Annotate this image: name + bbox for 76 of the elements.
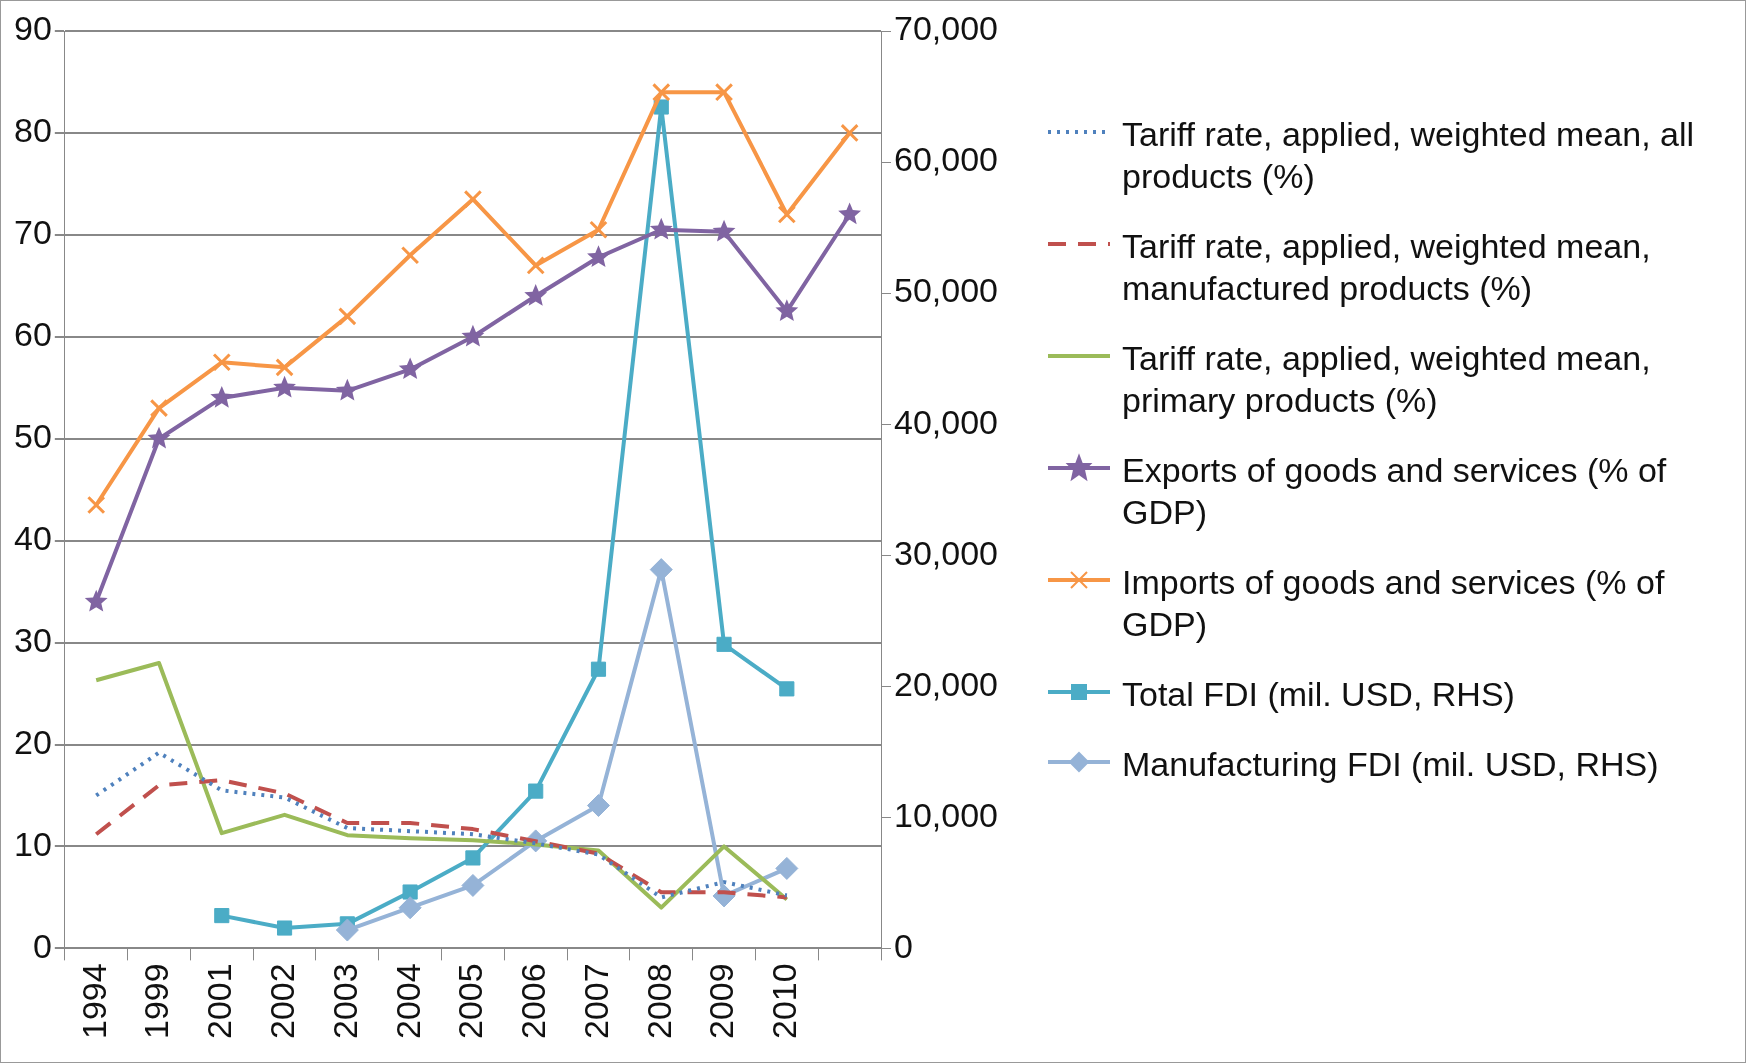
point (212, 352, 232, 372)
point (777, 205, 797, 224)
x-tick-label: 2009 (702, 963, 741, 1039)
point (712, 219, 736, 242)
y-tick-label: 90 (13, 9, 52, 48)
legend-label: Exports of goods and services (% of GDP) (1122, 450, 1668, 533)
point (398, 357, 422, 380)
x-tick-label: 2006 (514, 963, 553, 1039)
point (465, 850, 481, 866)
point (649, 558, 673, 582)
legend-label: Total FDI (mil. USD, RHS) (1122, 674, 1515, 715)
y-tick-label: 40 (13, 519, 52, 558)
y2-tick-label: 40,000 (894, 402, 999, 441)
point (147, 426, 171, 449)
y-tick-label: 30 (13, 620, 52, 659)
legend-label: Manufacturing FDI (mil. USD, RHS) (1122, 744, 1659, 785)
point (649, 217, 673, 240)
y2-tick-label: 30,000 (894, 533, 999, 572)
point (528, 783, 544, 799)
point (526, 256, 545, 275)
point (651, 82, 671, 102)
y-tick-label: 10 (13, 824, 52, 863)
legend-label: Imports of goods and services (% of GDP) (1122, 562, 1666, 645)
point (463, 189, 483, 209)
point (86, 495, 106, 515)
y-tick-label: 80 (13, 111, 52, 150)
point (338, 307, 357, 326)
x-tick-label: 2010 (765, 963, 804, 1039)
x-tick-label: 1999 (137, 963, 176, 1039)
point (589, 220, 608, 240)
x-tick-label: 2007 (576, 963, 615, 1039)
y-tick-label: 20 (13, 722, 52, 761)
y-tick-label: 70 (13, 213, 52, 252)
x-tick-label: 2008 (639, 963, 678, 1039)
point (398, 896, 422, 920)
point (214, 908, 230, 924)
y2-tick-label: 20,000 (894, 664, 999, 703)
point (586, 794, 610, 818)
point (400, 245, 420, 265)
y-tick-label: 0 (32, 926, 52, 965)
point (714, 82, 734, 102)
point (276, 920, 293, 936)
legend-label: Tariff rate, applied, weighted mean, manufactured products (%) (1122, 226, 1652, 309)
point (275, 358, 294, 377)
y2-tick-label: 10,000 (894, 795, 999, 834)
point (590, 661, 607, 677)
point (84, 589, 108, 612)
x-tick-label: 2003 (325, 963, 364, 1039)
y-tick-label: 60 (13, 315, 52, 354)
legend-label: Tariff rate, applied, weighted mean, all products (%) (1122, 114, 1696, 197)
x-tick-label: 2005 (451, 963, 490, 1039)
point (461, 873, 485, 897)
point (840, 123, 859, 143)
x-tick-label: 2001 (200, 963, 239, 1039)
point (402, 884, 418, 900)
point (461, 324, 485, 347)
point (779, 681, 795, 697)
point (335, 918, 359, 942)
x-tick-label: 2004 (388, 963, 427, 1039)
y2-tick-label: 50,000 (894, 271, 999, 310)
y2-tick-label: 70,000 (894, 9, 999, 48)
point (149, 398, 169, 418)
point (524, 284, 548, 306)
point (210, 385, 234, 408)
point (587, 245, 610, 267)
point (775, 299, 799, 322)
x-tick-label: 2002 (262, 963, 301, 1039)
point (716, 636, 732, 652)
y2-tick-label: 0 (894, 926, 913, 965)
x-tick-label: 1994 (74, 963, 113, 1039)
legend-label: Tariff rate, applied, weighted mean, primary products (%) (1122, 338, 1652, 421)
point (273, 375, 296, 398)
y2-tick-label: 60,000 (894, 140, 999, 179)
point (838, 202, 862, 225)
point (775, 856, 799, 880)
y-tick-label: 50 (13, 417, 52, 456)
